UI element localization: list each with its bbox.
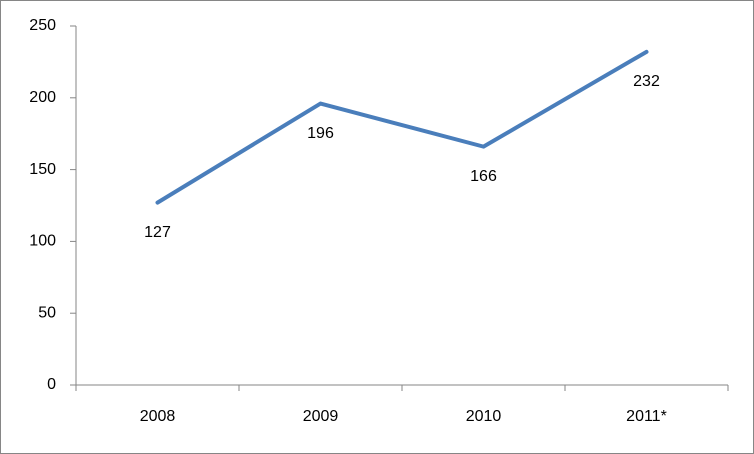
y-tick-label: 250 <box>29 17 56 34</box>
x-tick-label: 2008 <box>140 408 176 425</box>
y-tick-label: 100 <box>29 233 56 250</box>
data-label: 196 <box>307 125 334 142</box>
y-tick-label: 0 <box>47 376 56 393</box>
data-label: 127 <box>144 224 171 241</box>
x-tick-label: 2010 <box>466 408 502 425</box>
y-tick-label: 200 <box>29 89 56 106</box>
x-tick-label: 2009 <box>303 408 339 425</box>
y-tick-label: 150 <box>29 161 56 178</box>
y-tick-label: 50 <box>38 304 56 321</box>
data-label: 166 <box>470 168 497 185</box>
data-line <box>155 49 649 205</box>
x-tick-label: 2011* <box>626 408 667 425</box>
data-label: 232 <box>633 73 660 90</box>
